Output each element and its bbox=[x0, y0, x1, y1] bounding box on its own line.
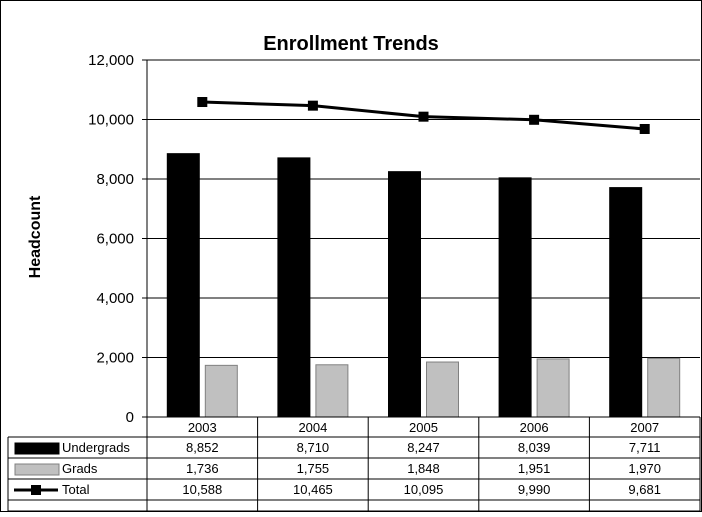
data-label: 9,990 bbox=[518, 482, 551, 497]
x-tick-label: 2005 bbox=[409, 420, 438, 435]
y-tick-label: 8,000 bbox=[96, 171, 134, 188]
x-tick-label: 2007 bbox=[630, 420, 659, 435]
total-marker-2006 bbox=[529, 114, 540, 125]
legend-key-grads bbox=[14, 463, 60, 476]
data-label: 10,095 bbox=[404, 482, 444, 497]
bar-undergrads-2003 bbox=[166, 153, 200, 418]
chart-title: Enrollment Trends bbox=[263, 33, 439, 55]
data-label: 8,852 bbox=[186, 440, 219, 455]
axes: 0 2,000 4,000 6,000 8,000 10,000 12,000 bbox=[88, 52, 148, 426]
data-label: 1,951 bbox=[518, 461, 551, 476]
total-marker-2003 bbox=[197, 97, 208, 108]
legend-key-total-marker bbox=[31, 485, 41, 495]
total-marker-2007 bbox=[639, 123, 650, 134]
legend-label-total: Total bbox=[62, 482, 90, 497]
bar-grads-2006 bbox=[536, 358, 570, 418]
data-label: 1,848 bbox=[407, 461, 440, 476]
y-tick-label: 0 bbox=[126, 409, 134, 426]
y-tick-label: 10,000 bbox=[88, 112, 134, 129]
bar-grads-2005 bbox=[426, 361, 459, 418]
data-label: 1,755 bbox=[297, 461, 330, 476]
data-label: 1,736 bbox=[186, 461, 219, 476]
data-label: 10,465 bbox=[293, 482, 333, 497]
y-axis-label: Headcount bbox=[27, 195, 44, 278]
data-label: 10,588 bbox=[182, 482, 222, 497]
x-tick-label: 2006 bbox=[520, 420, 549, 435]
y-tick-label: 2,000 bbox=[96, 350, 134, 367]
bar-grads-2007 bbox=[647, 357, 681, 418]
total-marker-2004 bbox=[307, 100, 318, 111]
y-tick-label: 6,000 bbox=[96, 231, 134, 248]
bar-undergrads-2007 bbox=[609, 187, 643, 418]
bar-undergrads-2006 bbox=[498, 177, 532, 418]
total-marker-2005 bbox=[418, 111, 429, 122]
data-label: 8,247 bbox=[407, 440, 440, 455]
total-line bbox=[197, 97, 650, 134]
bar-undergrads-2004 bbox=[277, 157, 311, 418]
legend-key-undergrads bbox=[14, 442, 60, 455]
data-label: 9,681 bbox=[628, 482, 661, 497]
x-tick-label: 2003 bbox=[188, 420, 217, 435]
data-label: 7,711 bbox=[629, 440, 661, 455]
legend-label-undergrads: Undergrads bbox=[62, 440, 130, 455]
bar-grads-2004 bbox=[315, 364, 349, 418]
data-label: 8,710 bbox=[297, 440, 330, 455]
y-tick-label: 4,000 bbox=[96, 290, 134, 307]
data-label: 1,970 bbox=[628, 461, 661, 476]
data-label: 8,039 bbox=[518, 440, 551, 455]
bars bbox=[166, 153, 681, 418]
legend-label-grads: Grads bbox=[62, 461, 98, 476]
bar-grads-2003 bbox=[204, 364, 238, 418]
bar-undergrads-2005 bbox=[388, 171, 421, 418]
data-table: 2003 2004 2005 2006 2007 Undergrads 8,852 8,710… bbox=[7, 416, 701, 512]
x-tick-label: 2004 bbox=[298, 420, 327, 435]
y-tick-label: 12,000 bbox=[88, 52, 134, 69]
